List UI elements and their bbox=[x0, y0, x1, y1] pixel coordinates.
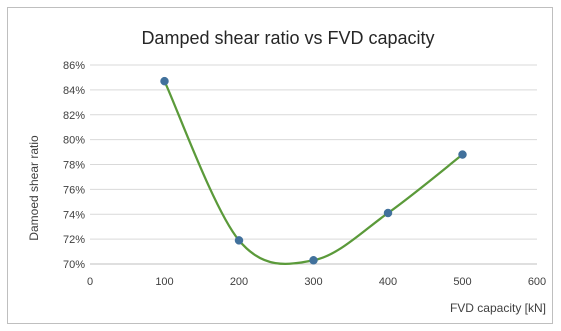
data-point bbox=[383, 208, 393, 218]
data-point bbox=[458, 150, 467, 159]
x-tick-label: 400 bbox=[379, 276, 397, 288]
x-tick-labels: 0 100 200 300 400 500 600 bbox=[87, 276, 546, 288]
y-axis-title: Damoed shear ratio bbox=[27, 135, 41, 241]
chart-frame bbox=[7, 7, 553, 324]
y-tick-label: 72% bbox=[63, 234, 85, 246]
gridlines bbox=[90, 64, 537, 240]
series-line bbox=[163, 80, 464, 265]
data-points bbox=[160, 76, 467, 265]
data-point bbox=[160, 76, 169, 86]
x-axis-title: FVD capacity [kN] bbox=[450, 301, 546, 315]
data-point bbox=[234, 236, 244, 245]
y-tick-label: 82% bbox=[63, 110, 85, 122]
y-tick-label: 86% bbox=[63, 60, 85, 72]
x-tick-label: 100 bbox=[155, 276, 173, 288]
x-tick-label: 200 bbox=[230, 276, 248, 288]
x-tick-label: 600 bbox=[528, 276, 546, 288]
data-point bbox=[309, 256, 318, 265]
y-tick-label: 78% bbox=[63, 160, 85, 172]
y-tick-label: 84% bbox=[63, 85, 85, 97]
y-tick-label: 74% bbox=[63, 209, 85, 221]
y-tick-label: 70% bbox=[63, 259, 85, 271]
x-tick-label: 300 bbox=[304, 276, 322, 288]
y-tick-labels: 70% 72% 74% 76% 78% 80% 82% 84% 86% bbox=[63, 60, 85, 271]
y-tick-label: 76% bbox=[63, 184, 85, 196]
x-tick-label: 500 bbox=[453, 276, 471, 288]
y-tick-label: 80% bbox=[63, 135, 85, 147]
x-tick-label: 0 bbox=[87, 276, 93, 288]
chart-title: Damped shear ratio vs FVD capacity bbox=[141, 28, 434, 48]
